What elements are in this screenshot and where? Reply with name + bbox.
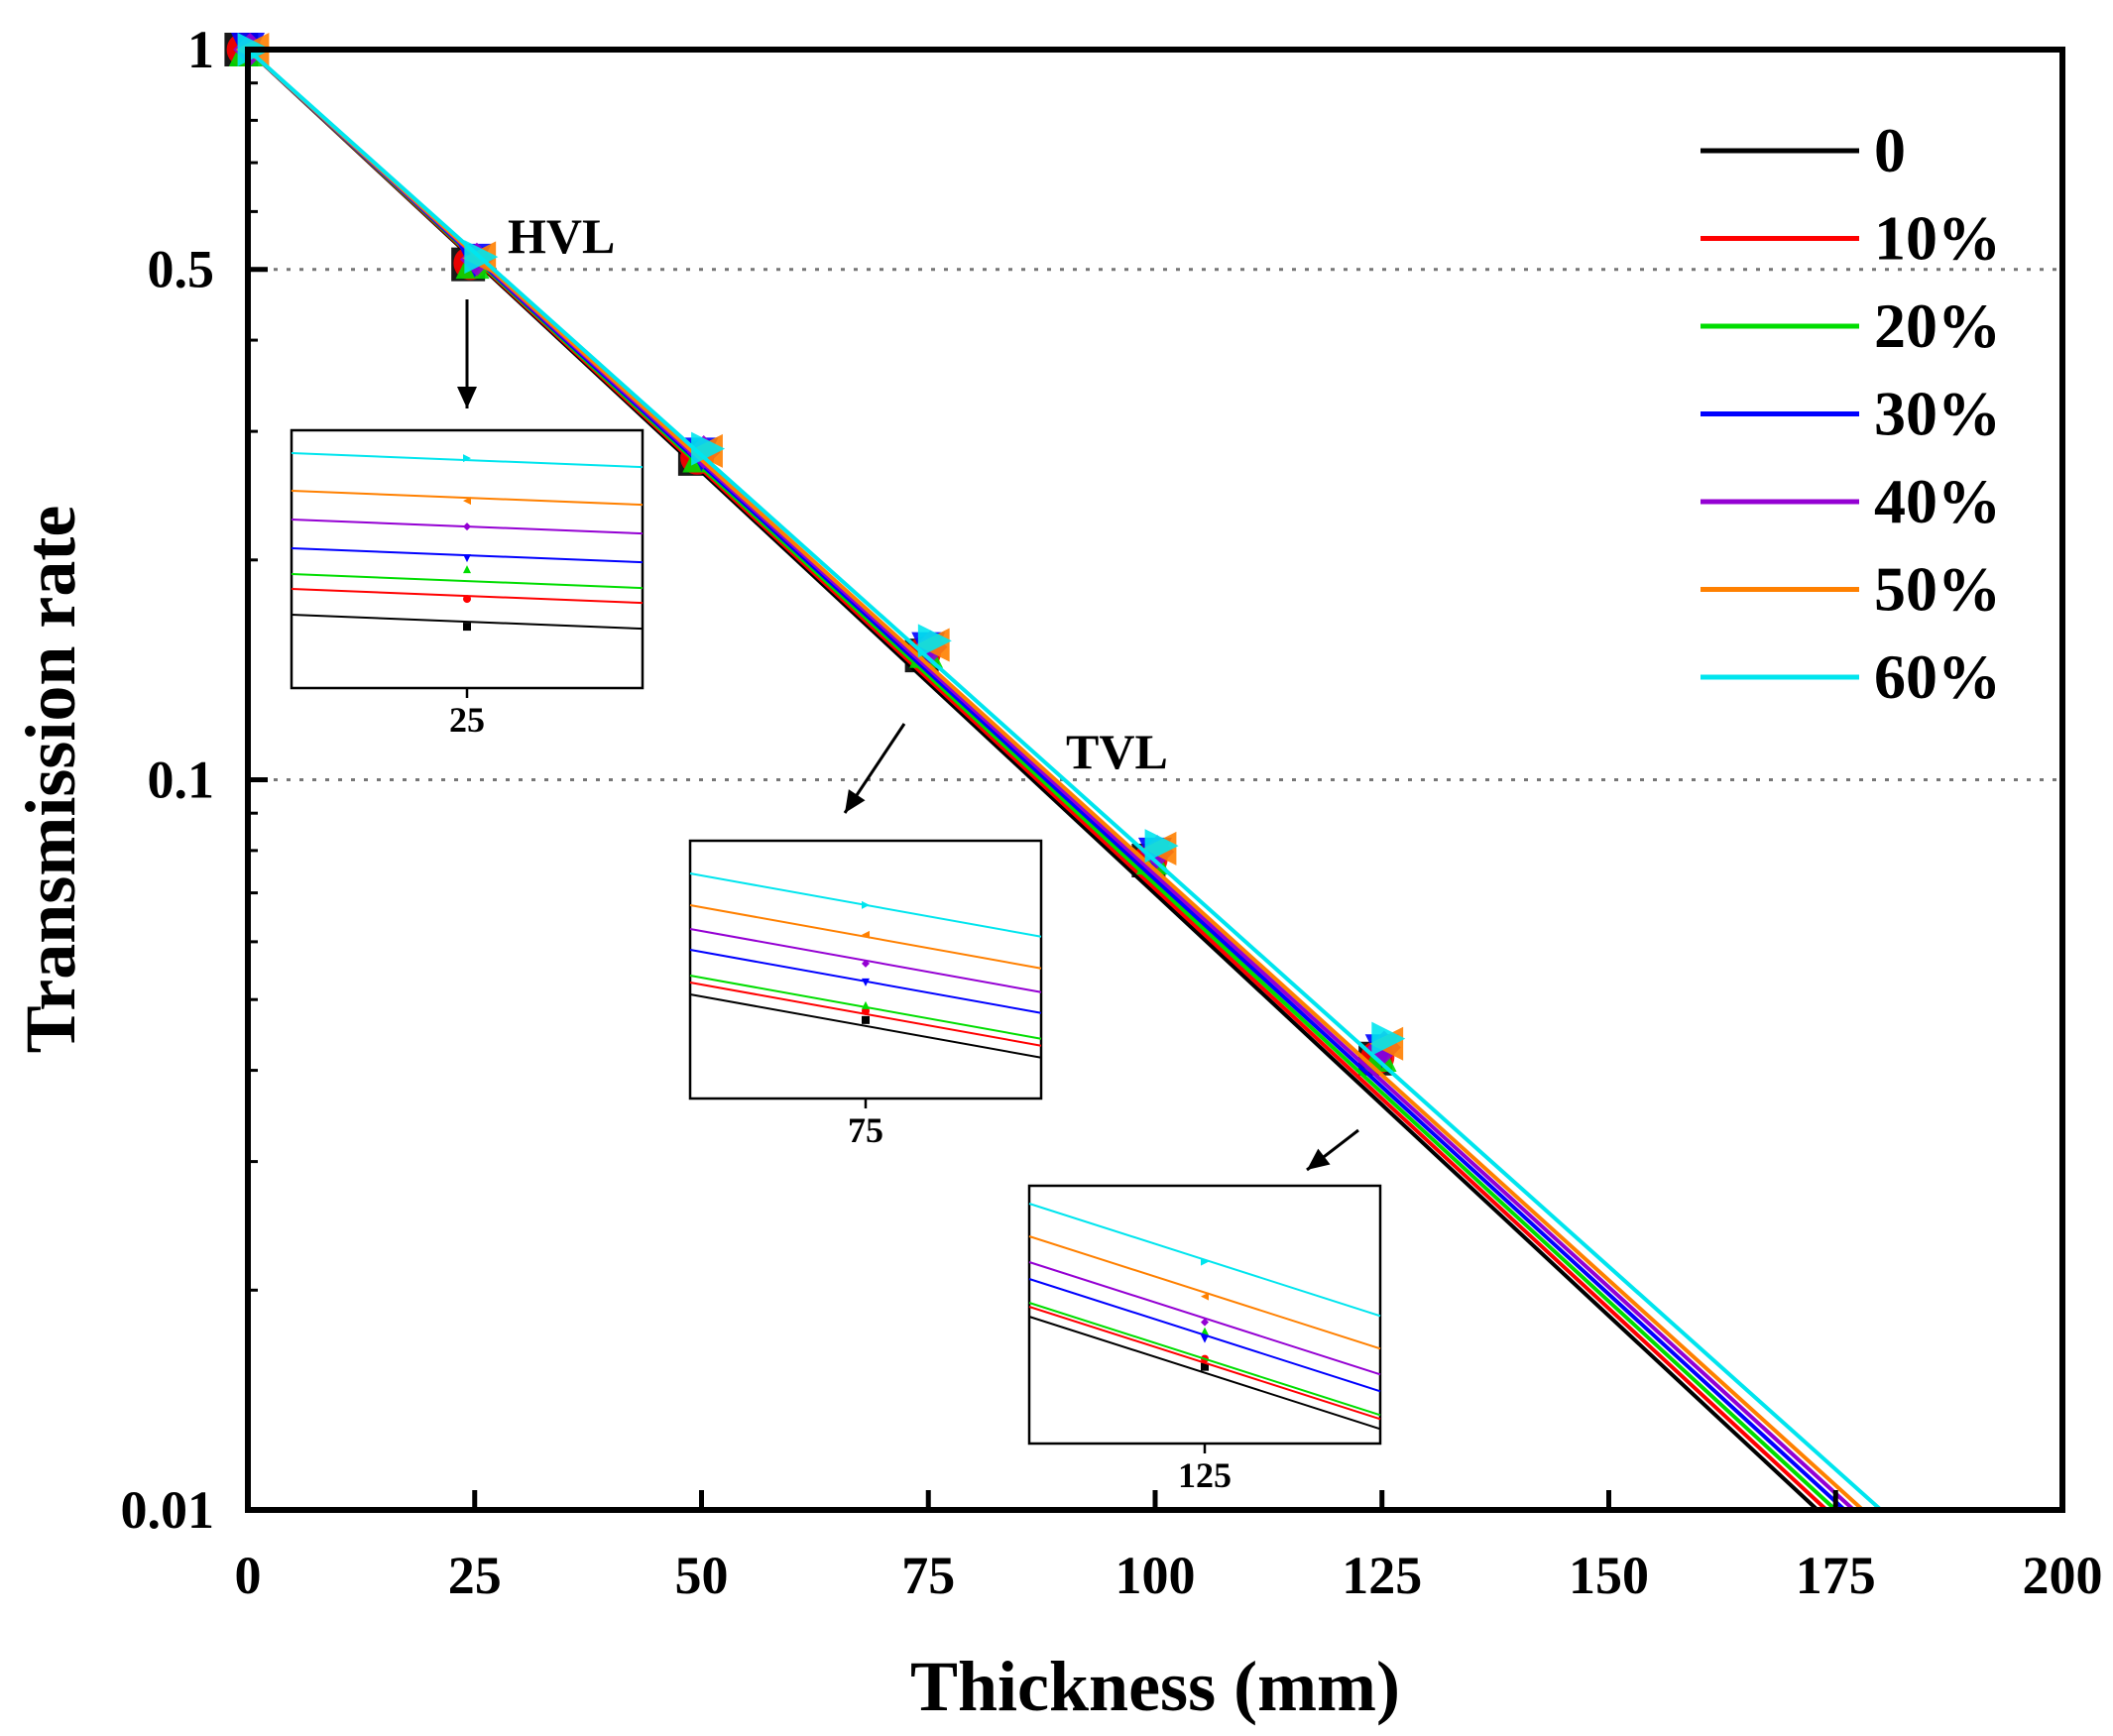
legend-label-4: 40% xyxy=(1874,466,2001,536)
legend-label-0: 0 xyxy=(1874,115,1906,185)
inset-line-2 xyxy=(291,573,644,590)
inset-line-0 xyxy=(1028,1316,1381,1431)
inset-75: 75 xyxy=(688,839,1043,1150)
x-tick-label: 50 xyxy=(675,1546,729,1605)
axis-ticks: 0 25 50 75 100 125 150 175 200 0.01 0.1 0.5 1 xyxy=(121,20,2103,1605)
y-tick-label: 0.01 xyxy=(121,1480,215,1540)
x-tick-label: 75 xyxy=(901,1546,955,1605)
data-point-s6-p1 xyxy=(464,240,499,275)
arrow-hvl-head xyxy=(457,387,477,408)
inset-line-0 xyxy=(291,614,644,631)
inset-25: 25 xyxy=(290,428,645,740)
data-point-s6-p2 xyxy=(691,431,726,466)
inset-point-6 xyxy=(862,900,870,909)
legend-label-5: 50% xyxy=(1874,554,2001,625)
x-tick-label: 0 xyxy=(235,1546,262,1605)
inset-point-4 xyxy=(463,522,471,531)
series-line-6 xyxy=(246,48,1883,1512)
data-point-s6-p4 xyxy=(1144,829,1179,864)
y-tick-label: 1 xyxy=(187,20,214,79)
x-axis-label: Thickness (mm) xyxy=(910,1647,1400,1726)
tvl-annotation: TVL xyxy=(1066,724,1168,779)
inset-line-5 xyxy=(1028,1235,1381,1350)
inset-point-3 xyxy=(1201,1334,1209,1343)
y-tick-label: 0.1 xyxy=(148,751,215,810)
y-tick-label: 0.5 xyxy=(148,240,215,299)
inset-tick-label: 25 xyxy=(449,700,485,740)
x-tick-label: 125 xyxy=(1342,1546,1422,1605)
inset-point-1 xyxy=(463,595,471,604)
x-tick-label: 25 xyxy=(448,1546,502,1605)
inset-point-0 xyxy=(463,623,471,632)
inset-point-5 xyxy=(862,930,870,939)
inset-line-6 xyxy=(291,452,644,469)
inset-frame xyxy=(688,839,1043,1100)
inset-frame xyxy=(1027,1184,1382,1446)
inset-point-2 xyxy=(463,565,471,574)
legend-label-2: 20% xyxy=(1874,290,2001,361)
reference-lines xyxy=(248,268,2062,781)
inset-line-2 xyxy=(1028,1302,1381,1417)
data-point-s6-p5 xyxy=(1371,1021,1406,1056)
inset-125: 125 xyxy=(1027,1184,1382,1495)
legend-label-1: 10% xyxy=(1874,203,2001,274)
inset-point-2 xyxy=(862,1000,870,1009)
legend-label-3: 30% xyxy=(1874,379,2001,449)
inset-point-5 xyxy=(463,497,471,506)
inset-point-2 xyxy=(1201,1327,1209,1335)
series-layer xyxy=(224,33,1883,1512)
inset-point-6 xyxy=(1201,1257,1209,1266)
inset-tick-label: 75 xyxy=(848,1110,883,1150)
arrows xyxy=(457,299,1359,1172)
inset-point-4 xyxy=(862,959,870,968)
x-tick-label: 150 xyxy=(1569,1546,1649,1605)
insets: 25 75 125 xyxy=(290,428,1382,1495)
inset-point-4 xyxy=(1201,1318,1209,1327)
inset-point-5 xyxy=(1201,1292,1209,1301)
inset-point-3 xyxy=(862,978,870,986)
y-axis-label: Transmission rate xyxy=(11,506,90,1054)
hvl-annotation: HVL xyxy=(508,208,615,264)
legend-label-6: 60% xyxy=(1874,641,2001,712)
inset-point-0 xyxy=(862,1015,870,1024)
inset-point-0 xyxy=(1201,1362,1209,1371)
inset-point-6 xyxy=(463,454,471,463)
inset-tick-label: 125 xyxy=(1178,1455,1232,1495)
series-line-5 xyxy=(246,48,1865,1512)
legend: 0 10% 20% 30% 40% 50% 60% xyxy=(1701,115,2001,712)
x-tick-label: 175 xyxy=(1796,1546,1876,1605)
inset-line-0 xyxy=(689,993,1042,1059)
x-tick-label: 100 xyxy=(1115,1546,1196,1605)
inset-line-5 xyxy=(291,490,644,507)
inset-point-3 xyxy=(463,554,471,563)
data-point-s6-p3 xyxy=(917,624,952,658)
x-tick-label: 200 xyxy=(2023,1546,2103,1605)
arrow-inset-75-head xyxy=(845,789,866,813)
arrow-inset-125-head xyxy=(1307,1148,1331,1170)
